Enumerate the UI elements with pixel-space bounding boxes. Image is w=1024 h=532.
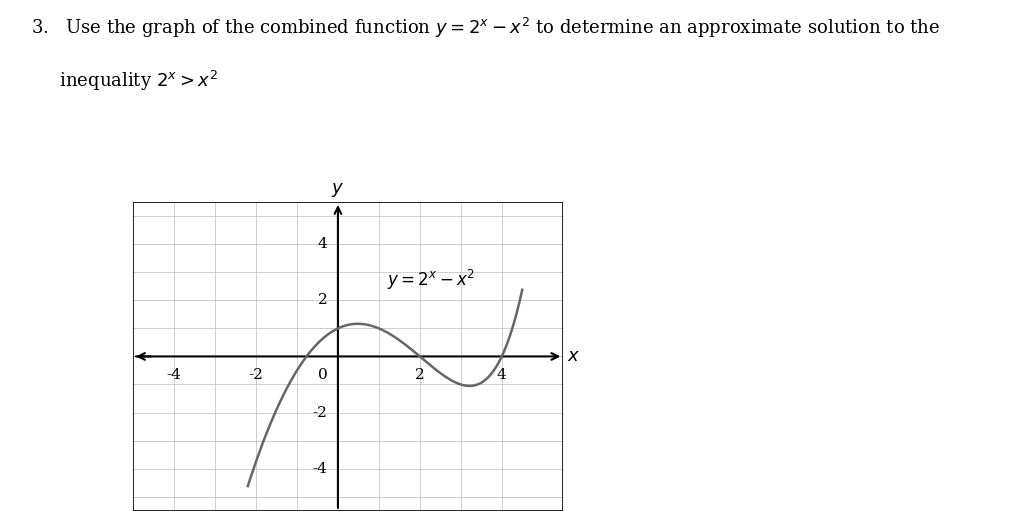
Text: $x$: $x$ — [567, 347, 581, 365]
Text: $y$: $y$ — [331, 181, 345, 200]
Text: 0: 0 — [317, 368, 328, 381]
Text: 4: 4 — [317, 237, 328, 251]
Bar — [133, 202, 563, 511]
Text: -4: -4 — [167, 368, 181, 381]
Text: -2: -2 — [312, 405, 328, 420]
Text: -4: -4 — [312, 462, 328, 476]
Text: $y = 2^x - x^2$: $y = 2^x - x^2$ — [387, 268, 475, 292]
Text: -2: -2 — [249, 368, 263, 381]
Text: 3.   Use the graph of the combined function $y = 2^x - x^2$ to determine an appr: 3. Use the graph of the combined functio… — [31, 16, 940, 40]
Text: 2: 2 — [415, 368, 425, 381]
Text: 4: 4 — [497, 368, 507, 381]
Text: inequality $2^x > x^2$: inequality $2^x > x^2$ — [31, 69, 218, 93]
Text: 2: 2 — [317, 293, 328, 307]
